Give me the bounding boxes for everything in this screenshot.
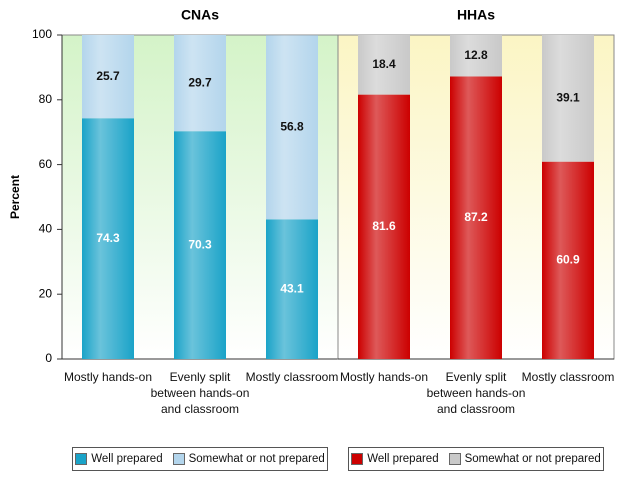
legend-swatch [172, 453, 185, 465]
value-label: 29.7 [188, 75, 212, 89]
legend-swatch [351, 453, 364, 465]
bar-shine [82, 118, 134, 359]
legend-item: Somewhat or not prepared [448, 453, 601, 465]
value-label: 39.1 [556, 91, 580, 105]
value-label: 81.6 [372, 219, 396, 233]
x-tick-label: Mostly classroom [245, 370, 339, 384]
y-tick-label: 60 [39, 157, 53, 171]
x-tick-label: Mostly hands-on [339, 370, 429, 384]
legend-item: Somewhat or not prepared [172, 453, 325, 465]
x-tick-label: Evenly split between hands-on and classr… [150, 370, 250, 416]
legend: Well prepared Somewhat or not prepared [72, 447, 328, 471]
value-label: 60.9 [556, 253, 580, 267]
value-label: 87.2 [464, 210, 488, 224]
y-axis-label: Percent [8, 175, 22, 219]
bar-shine [358, 94, 410, 359]
bar-shine [174, 131, 226, 359]
bar-shine [450, 76, 502, 360]
value-label: 12.8 [464, 48, 488, 62]
x-tick-label: Mostly classroom [521, 370, 615, 384]
legend-swatch [448, 453, 461, 465]
bar-shine [542, 161, 594, 359]
y-tick-label: 20 [39, 286, 53, 300]
value-label: 43.1 [280, 281, 304, 295]
value-label: 70.3 [188, 237, 212, 251]
bar-shine [174, 35, 226, 132]
y-tick-label: 100 [32, 27, 52, 41]
legend-label: Somewhat or not prepared [464, 453, 601, 465]
panel-title: CNAs [181, 7, 219, 23]
legend-label: Well prepared [91, 453, 163, 465]
bar-shine [542, 35, 594, 162]
bar-shine [266, 219, 318, 359]
x-tick-label: Evenly split between hands-on and classr… [426, 370, 526, 416]
legend-swatch [75, 453, 88, 465]
bar-shine [82, 35, 134, 119]
y-tick-label: 0 [45, 351, 52, 365]
legend-label: Somewhat or not prepared [188, 453, 325, 465]
bar-shine [266, 35, 318, 220]
y-tick-label: 40 [39, 222, 53, 236]
value-label: 25.7 [96, 69, 120, 83]
bar-shine [358, 35, 410, 95]
legend-item: Well prepared [351, 453, 439, 465]
panel-title: HHAs [457, 7, 495, 23]
value-label: 74.3 [96, 231, 120, 245]
legend-item: Well prepared [75, 453, 163, 465]
bar-shine [450, 35, 502, 77]
y-tick-label: 80 [39, 92, 53, 106]
value-label: 18.4 [372, 57, 396, 71]
x-tick-label: Mostly hands-on [63, 370, 153, 384]
legend-label: Well prepared [367, 453, 439, 465]
legend: Well prepared Somewhat or not prepared [348, 447, 604, 471]
value-label: 56.8 [280, 120, 304, 134]
